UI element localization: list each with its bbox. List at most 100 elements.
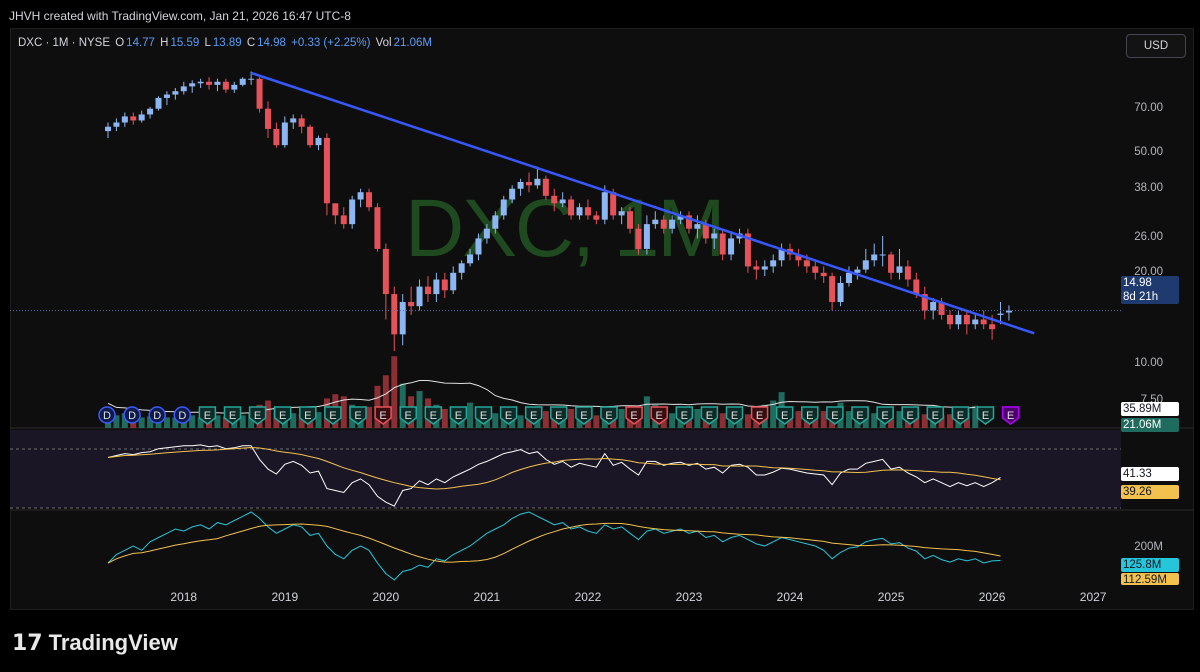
earnings-marker — [550, 406, 568, 425]
tradingview-logo-icon: 𝟭𝟳 — [12, 630, 43, 655]
earnings-marker-label: E — [204, 410, 211, 422]
volume-bar — [845, 411, 852, 428]
price-tick-label: 20.00 — [1134, 265, 1163, 278]
candle-body — [568, 199, 575, 216]
candle-body — [694, 224, 701, 229]
earnings-marker-label: E — [957, 410, 964, 422]
candle-body — [820, 272, 827, 277]
volume-bar — [972, 405, 979, 428]
earnings-marker — [299, 406, 317, 425]
candle-body — [307, 126, 314, 146]
legend-low: 13.89 — [212, 37, 242, 49]
candle-body — [711, 233, 718, 239]
legend-open: 14.77 — [126, 37, 155, 49]
volume-bar — [467, 402, 474, 428]
legend-high-label: H — [160, 37, 169, 49]
volume-bar — [222, 416, 229, 428]
candle-body — [509, 188, 516, 200]
earnings-marker — [926, 406, 945, 425]
earnings-marker-label: E — [304, 410, 311, 422]
candle-body — [963, 314, 970, 325]
candle-body — [972, 319, 979, 325]
candle-body — [315, 137, 322, 146]
earnings-marker — [650, 406, 668, 425]
earnings-marker-label: E — [580, 410, 587, 422]
candle-body — [424, 286, 431, 295]
candle-body — [366, 192, 373, 208]
price-tick-label: 10.00 — [1134, 356, 1163, 369]
candle-body — [601, 192, 608, 220]
candle-body — [534, 178, 541, 186]
time-tick-label: 2021 — [473, 590, 501, 604]
candle-body — [913, 279, 920, 295]
candle-body — [770, 260, 777, 267]
volume-bar — [593, 415, 600, 428]
earnings-marker-label: E — [379, 410, 386, 422]
volume-badge: 21.06M — [1121, 418, 1179, 432]
price-axis[interactable] — [1121, 28, 1194, 610]
earnings-marker-label: E — [982, 410, 989, 422]
candle-body — [441, 279, 448, 291]
currency-button[interactable]: USD — [1126, 34, 1186, 58]
symbol-legend[interactable]: DXC · 1M · NYSE O 14.77 H 15.59 L 13.89 C 14… — [18, 37, 434, 49]
volume-bar — [239, 415, 246, 428]
time-tick-label: 2018 — [170, 590, 198, 604]
volume-bar — [938, 415, 945, 428]
candle-body — [433, 279, 440, 295]
volume-bar — [315, 412, 322, 428]
earnings-marker — [499, 406, 518, 425]
earnings-marker — [273, 406, 292, 425]
candle-body — [643, 224, 650, 249]
candle-body — [500, 199, 507, 216]
candle-body — [829, 276, 836, 303]
candle-body — [399, 302, 406, 335]
time-tick-label: 2026 — [978, 590, 1006, 604]
earnings-marker-label: E — [555, 410, 562, 422]
candle-body — [349, 199, 356, 225]
candle-body — [576, 207, 583, 216]
time-tick-label: 2023 — [675, 590, 703, 604]
volume-bar — [770, 400, 777, 428]
candle-body — [610, 192, 617, 216]
earnings-marker-label: E — [706, 410, 713, 422]
earnings-marker-label: E — [731, 410, 738, 422]
candle-body — [584, 207, 591, 216]
last-price: 14.98 — [1123, 277, 1152, 289]
candle-body — [281, 122, 288, 146]
candle-body — [888, 254, 895, 273]
earnings-marker — [876, 406, 894, 425]
obv-tick-label: 200M — [1134, 541, 1163, 553]
tradingview-logo[interactable]: 𝟭𝟳 TradingView — [12, 630, 178, 656]
earnings-marker — [198, 406, 217, 425]
earnings-marker-label: E — [656, 410, 663, 422]
candle-body — [845, 272, 852, 284]
volume-bar — [719, 413, 726, 428]
candle-body — [559, 199, 566, 204]
earnings-marker — [575, 406, 593, 425]
legend-open-label: O — [115, 37, 125, 49]
earnings-marker — [374, 406, 392, 425]
candle-body — [542, 178, 549, 196]
earnings-marker — [951, 406, 970, 425]
candle-body — [652, 219, 659, 225]
earnings-marker-label: E — [329, 410, 336, 422]
chart-area[interactable] — [10, 28, 1123, 610]
candle-body — [728, 238, 735, 255]
volume-bar — [921, 414, 928, 428]
volume-bar — [744, 414, 751, 428]
volume-bar — [643, 396, 650, 428]
earnings-marker — [399, 406, 417, 425]
time-tick-label: 2022 — [574, 590, 602, 604]
volume-bar — [391, 356, 398, 428]
candle-body — [635, 228, 642, 249]
candle-body — [206, 81, 213, 85]
candle-body — [231, 84, 238, 90]
legend-low-label: L — [204, 37, 211, 49]
earnings-marker-label: E — [354, 410, 361, 422]
rsi-line — [107, 444, 1001, 507]
earnings-marker-label: E — [530, 410, 537, 422]
volume-bar — [871, 413, 878, 428]
earnings-marker — [625, 406, 643, 425]
legend-symbol: DXC · 1M · NYSE — [18, 37, 111, 49]
candle-body — [391, 294, 398, 335]
